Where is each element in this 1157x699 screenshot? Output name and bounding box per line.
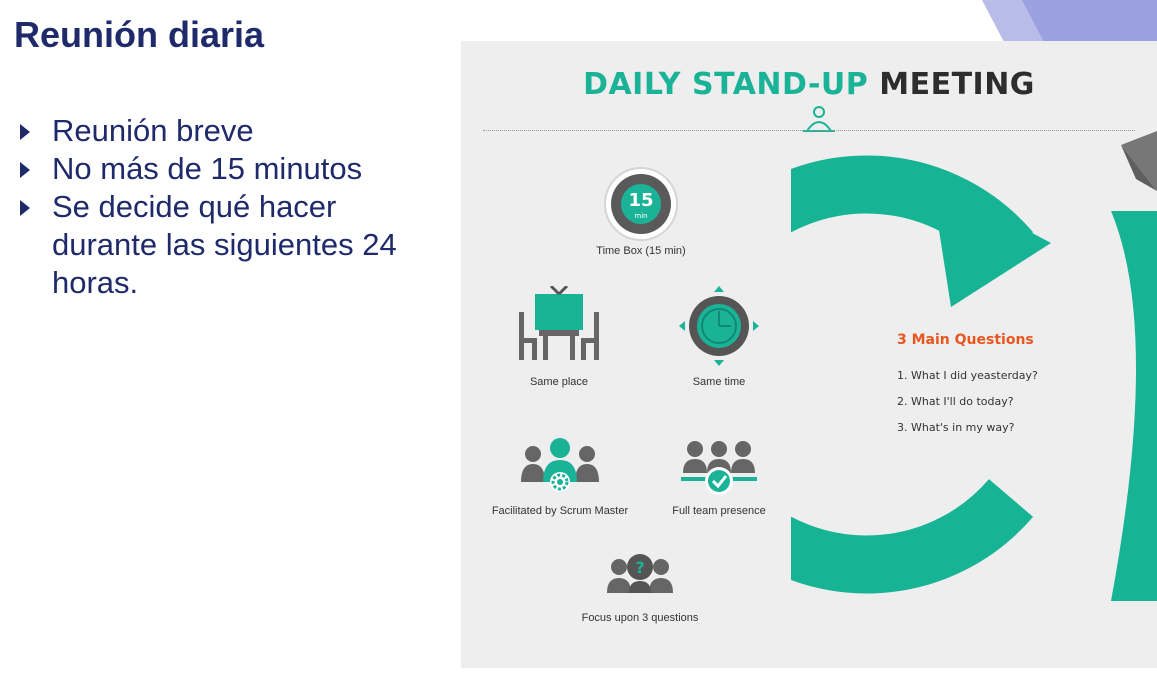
bullet-item: Reunión breve bbox=[20, 112, 440, 150]
team-icon bbox=[681, 441, 757, 495]
bullet-item: No más de 15 minutos bbox=[20, 150, 440, 188]
standup-infographic: DAILY STAND-UP MEETING 15 min Time Box (… bbox=[461, 41, 1157, 668]
bullet-list: Reunión breve No más de 15 minutos Se de… bbox=[20, 112, 440, 302]
corner-decoration bbox=[982, 0, 1157, 42]
same-place-label: Same place bbox=[529, 376, 589, 388]
timer-unit: min bbox=[634, 212, 647, 220]
timer-icon: 15 min bbox=[604, 167, 678, 241]
bullet-arrow-icon bbox=[20, 200, 30, 216]
main-questions-title: 3 Main Questions bbox=[897, 332, 1034, 348]
question-item: 1. What I did yeasterday? bbox=[897, 369, 1038, 382]
bullet-arrow-icon bbox=[20, 124, 30, 140]
facilitated-label: Facilitated by Scrum Master bbox=[491, 505, 629, 517]
slide-title: Reunión diaria bbox=[14, 14, 265, 55]
bullet-item: Se decide qué hacer durante las siguient… bbox=[20, 188, 440, 302]
meeting-table-icon bbox=[519, 286, 599, 360]
svg-text:?: ? bbox=[635, 558, 644, 577]
focus-label: Focus upon 3 questions bbox=[581, 612, 699, 624]
timer-number: 15 bbox=[628, 190, 653, 211]
title-divider bbox=[483, 130, 1135, 131]
questions-list: 1. What I did yeasterday? 2. What I'll d… bbox=[897, 363, 1038, 441]
scrum-master-icon bbox=[521, 438, 599, 492]
question-item: 2. What I'll do today? bbox=[897, 395, 1014, 408]
person-title-icon bbox=[803, 106, 835, 132]
bullet-arrow-icon bbox=[20, 162, 30, 178]
cycle-arrow-icon bbox=[791, 131, 1157, 601]
full-team-label: Full team presence bbox=[672, 505, 766, 517]
timebox-label: Time Box (15 min) bbox=[596, 245, 686, 257]
question-item: 3. What's in my way? bbox=[897, 421, 1015, 434]
questions-icon: ? bbox=[607, 554, 673, 593]
infographic-title: DAILY STAND-UP MEETING bbox=[583, 67, 1035, 102]
clock-icon bbox=[679, 286, 759, 366]
same-time-label: Same time bbox=[692, 376, 746, 388]
